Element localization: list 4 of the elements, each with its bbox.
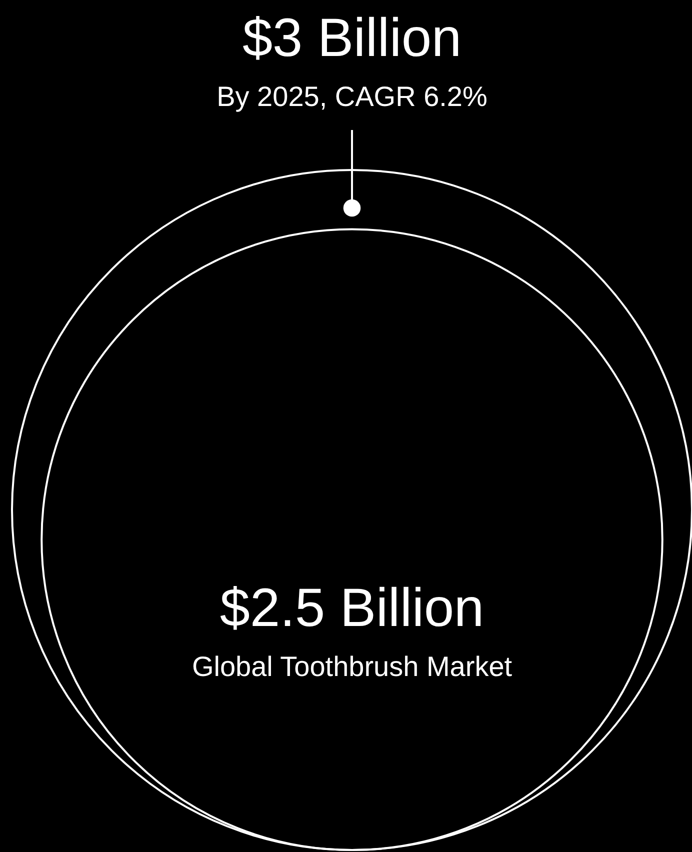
category-label: Global Toothbrush Market [192, 651, 512, 682]
data-label: $3 Billion [242, 8, 462, 68]
data-label: $2.5 Billion [220, 578, 484, 638]
category-label: By 2025, CAGR 6.2% [216, 81, 488, 112]
